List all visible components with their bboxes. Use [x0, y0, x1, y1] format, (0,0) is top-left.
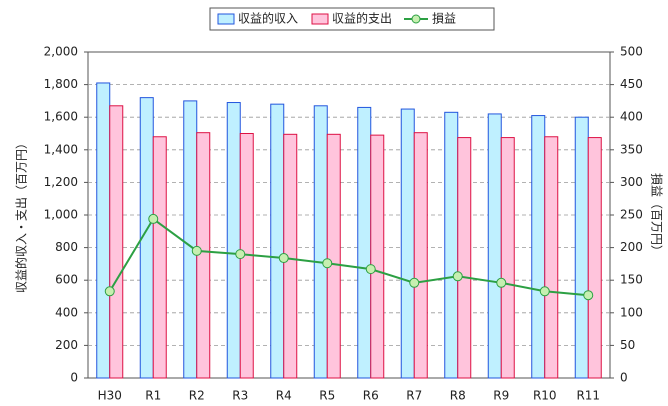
- x-tick-label: R11: [576, 389, 600, 403]
- y2-tick-label: 0: [620, 371, 628, 385]
- y-tick-label: 200: [55, 338, 78, 352]
- legend-swatch: [311, 13, 329, 25]
- legend-swatch: [217, 13, 235, 25]
- marker: [191, 245, 202, 256]
- marker: [278, 253, 289, 264]
- bar: [487, 113, 502, 379]
- marker: [148, 213, 159, 224]
- marker: [452, 271, 463, 282]
- y2-tick-label: 350: [620, 142, 643, 156]
- marker: [104, 286, 115, 297]
- x-tick-label: R8: [450, 389, 466, 403]
- bar: [370, 134, 385, 379]
- y-tick-label: 600: [55, 273, 78, 287]
- bar: [544, 136, 559, 379]
- marker: [235, 249, 246, 260]
- line: [108, 217, 589, 297]
- x-tick-label: R9: [493, 389, 509, 403]
- y-tick-label: 1,200: [44, 175, 78, 189]
- x-tick-label: H30: [98, 389, 122, 403]
- legend-label: 収益的収入: [238, 11, 298, 26]
- bar: [183, 100, 198, 379]
- y2-tick-label: 400: [620, 110, 643, 124]
- y2-tick-label: 450: [620, 77, 643, 91]
- x-tick-label: R4: [276, 389, 292, 403]
- legend-label: 収益的支出: [332, 11, 392, 26]
- marker: [539, 286, 550, 297]
- y-tick-label: 1,000: [44, 208, 78, 222]
- y-tick-label: 1,400: [44, 142, 78, 156]
- bar: [326, 133, 341, 379]
- bar: [313, 105, 328, 379]
- x-tick-label: R6: [363, 389, 379, 403]
- y-tick-label: 1,600: [44, 110, 78, 124]
- y-tick-label: 800: [55, 240, 78, 254]
- y2-axis-title: 損益（百万円）: [650, 173, 665, 257]
- marker: [409, 277, 420, 288]
- bar: [531, 115, 546, 379]
- legend-box: [209, 7, 495, 31]
- y-tick-label: 1,800: [44, 77, 78, 91]
- y-axis-title: 収益的収入・支出（百万円）: [14, 137, 29, 293]
- bar: [357, 106, 372, 379]
- bar: [500, 137, 515, 379]
- bar: [152, 136, 167, 379]
- bar: [444, 111, 459, 379]
- bar: [400, 108, 415, 379]
- marker: [496, 277, 507, 288]
- x-tick-label: R2: [189, 389, 205, 403]
- y-tick-label: 400: [55, 305, 78, 319]
- y2-tick-label: 200: [620, 240, 643, 254]
- bar: [226, 102, 241, 379]
- marker: [322, 258, 333, 269]
- bar: [587, 137, 602, 379]
- y-tick-label: 2,000: [44, 45, 78, 59]
- x-tick-label: R3: [232, 389, 248, 403]
- x-tick-label: R7: [406, 389, 422, 403]
- x-tick-label: R10: [533, 389, 557, 403]
- y2-tick-label: 150: [620, 273, 643, 287]
- marker: [365, 264, 376, 275]
- y2-tick-label: 100: [620, 305, 643, 319]
- legend-marker: [411, 14, 421, 24]
- y2-tick-label: 50: [620, 338, 635, 352]
- bar: [109, 105, 124, 379]
- marker: [583, 290, 594, 301]
- bar: [574, 116, 589, 379]
- x-tick-label: R5: [319, 389, 335, 403]
- bar: [270, 103, 285, 379]
- y2-tick-label: 250: [620, 208, 643, 222]
- y-tick-label: 0: [70, 371, 78, 385]
- bar: [413, 132, 428, 379]
- legend-label: 損益: [432, 11, 456, 26]
- y2-tick-label: 500: [620, 45, 643, 59]
- bar: [96, 82, 111, 379]
- x-tick-label: R1: [145, 389, 161, 403]
- bar: [457, 137, 472, 379]
- y2-tick-label: 300: [620, 175, 643, 189]
